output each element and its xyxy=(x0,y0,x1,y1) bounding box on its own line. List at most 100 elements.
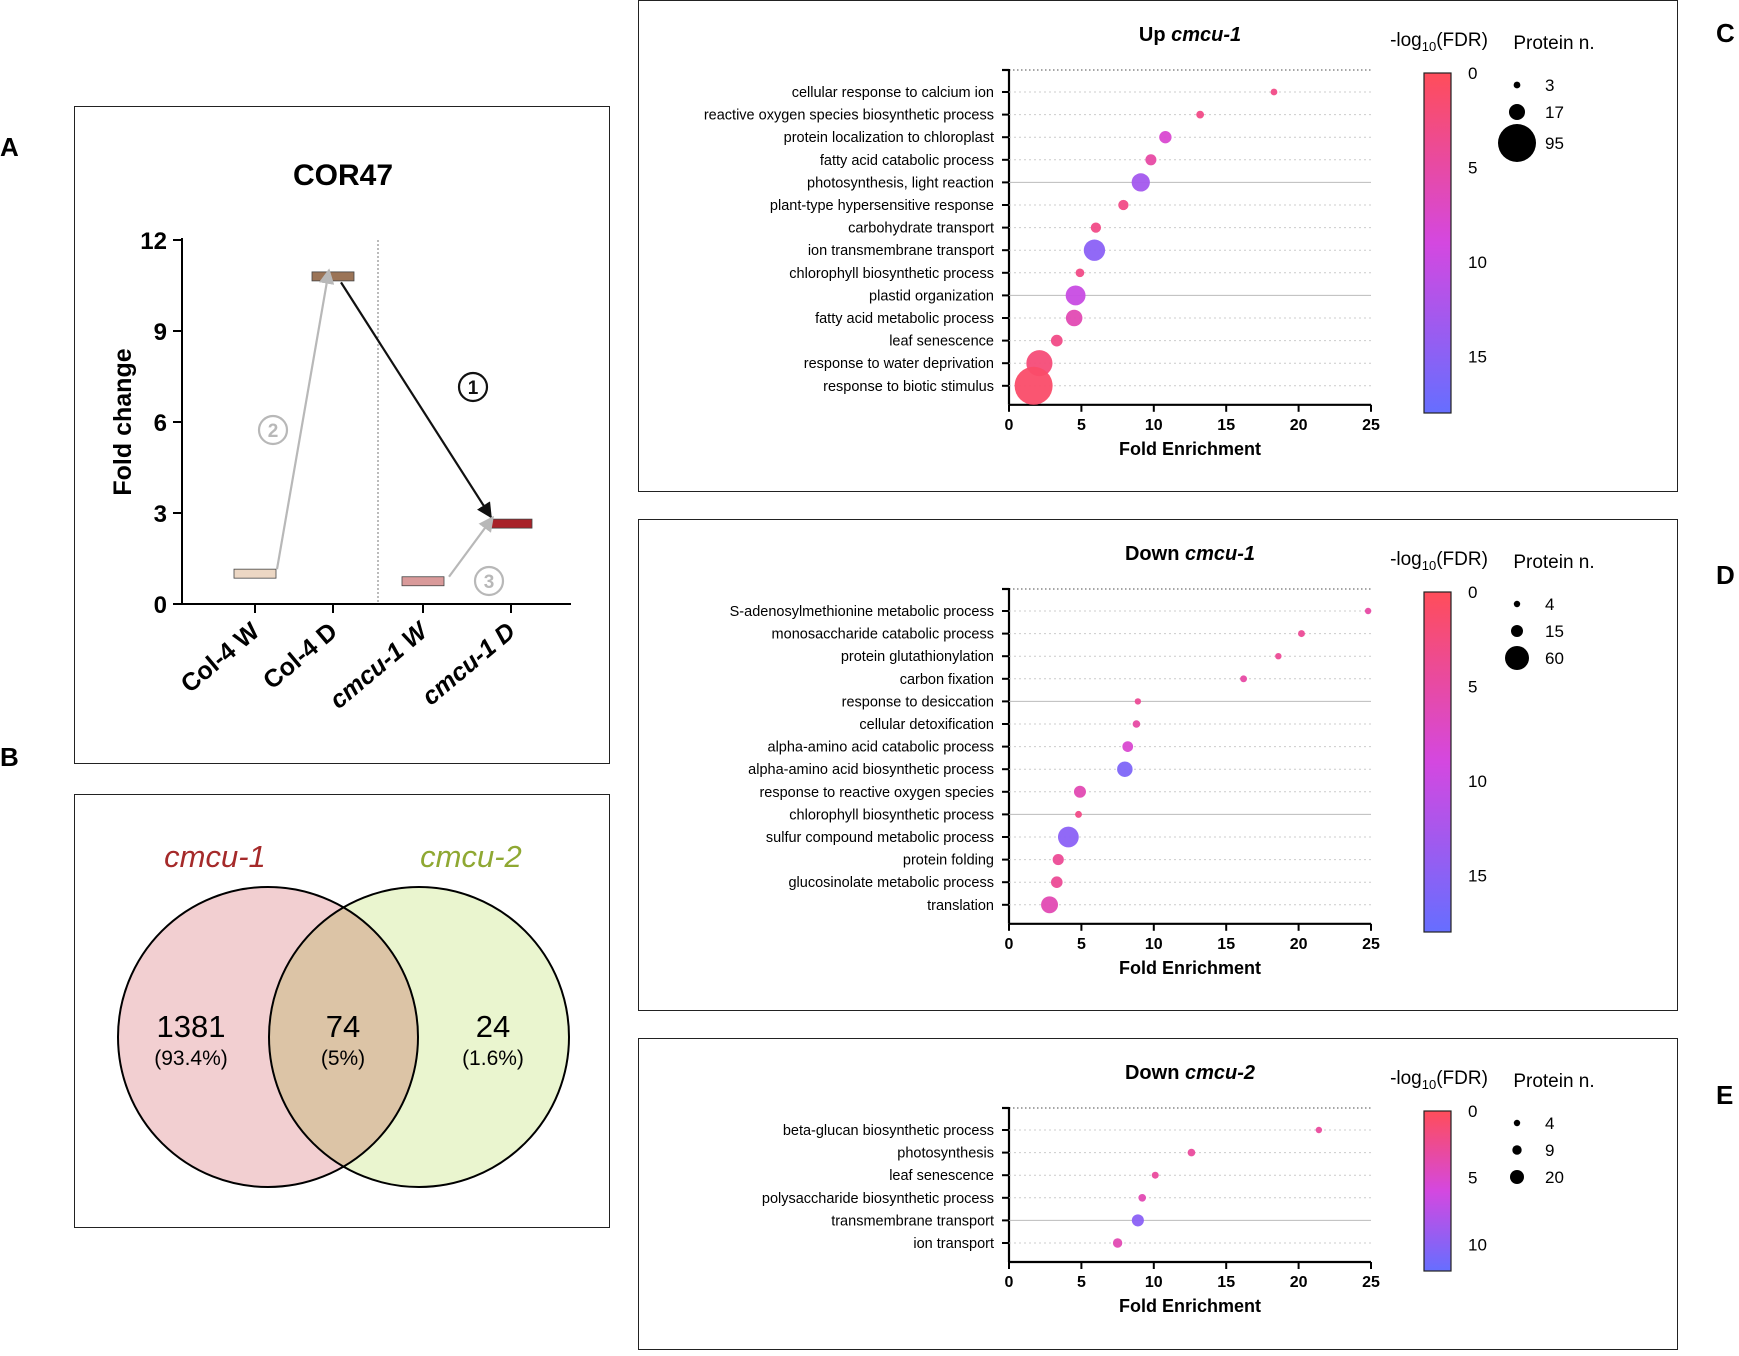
data-point xyxy=(1131,1214,1144,1227)
size-legend-label: 17 xyxy=(1545,103,1564,122)
size-legend-circle xyxy=(1505,646,1529,670)
colorbar-tick-label: 15 xyxy=(1468,866,1487,885)
x-tick-label: cmcu-1 D xyxy=(417,617,521,711)
term-label: response to biotic stimulus xyxy=(823,379,994,395)
data-point xyxy=(1052,854,1064,866)
x-tick-label: 0 xyxy=(1005,1274,1014,1291)
colorbar-title-subscript: 10 xyxy=(1422,558,1436,573)
data-point xyxy=(1364,607,1372,615)
data-point xyxy=(1075,810,1082,818)
term-label: fatty acid metabolic process xyxy=(815,311,994,327)
x-tick-label: 15 xyxy=(1217,417,1235,434)
x-tick-label: 20 xyxy=(1290,1274,1308,1291)
data-point xyxy=(1145,154,1157,166)
colorbar-tick-label: 10 xyxy=(1468,1235,1487,1254)
term-label: photosynthesis xyxy=(897,1146,994,1162)
panel-d-chart: Down cmcu-1 S-adenosylmethionine metaboli… xyxy=(730,543,1595,978)
venn-set-label: cmcu-2 xyxy=(420,839,522,874)
colorbar-title: -log10(FDR) xyxy=(1390,1068,1488,1092)
x-tick-label: 15 xyxy=(1217,936,1235,953)
colorbar-tick-label: 0 xyxy=(1468,64,1477,83)
colorbar-tick-label: 10 xyxy=(1468,772,1487,791)
term-label: ion transmembrane transport xyxy=(808,243,994,259)
x-tick-label: 25 xyxy=(1362,1274,1380,1291)
term-label: cellular response to calcium ion xyxy=(792,85,994,101)
x-tick-label: 10 xyxy=(1145,1274,1163,1291)
chart-title: Down cmcu-1 xyxy=(1125,543,1255,565)
colorbar-tick-label: 10 xyxy=(1468,253,1487,272)
term-label: response to desiccation xyxy=(842,694,994,710)
transition-arrow xyxy=(275,268,335,570)
term-label: leaf senescence xyxy=(889,1168,994,1184)
venn-region-count: 1381 xyxy=(157,1009,226,1044)
term-label: transmembrane transport xyxy=(831,1213,994,1229)
venn-region-count: 24 xyxy=(476,1009,510,1044)
mean-bar xyxy=(401,576,445,587)
panel-e-frame: Down cmcu-2 beta-glucan biosynthetic proc… xyxy=(638,1038,1678,1350)
colorbar-title-suffix: (FDR) xyxy=(1436,549,1488,570)
panel-b-venn: cmcu-1 cmcu-2 1381 (93.4%) 74 (5%) 24 (1.6%) xyxy=(117,839,570,1188)
x-tick-label: 0 xyxy=(1005,417,1014,434)
venn-region-percent: (93.4%) xyxy=(154,1047,228,1070)
colorbar-tick-label: 5 xyxy=(1468,158,1477,177)
arrow-badge-circle xyxy=(473,565,505,597)
chart-title: Up cmcu-1 xyxy=(1139,24,1241,46)
colorbar-title-suffix: (FDR) xyxy=(1436,1068,1488,1089)
data-point xyxy=(1151,1171,1159,1179)
x-tick-label: Col-4 D xyxy=(258,617,343,695)
x-tick-label: 5 xyxy=(1077,936,1086,953)
panel-letter-c: C xyxy=(1716,18,1735,48)
size-legend-circle xyxy=(1513,1119,1521,1127)
term-label: alpha-amino acid biosynthetic process xyxy=(748,762,994,778)
term-label: translation xyxy=(927,898,994,914)
colorbar-title: -log10(FDR) xyxy=(1390,30,1488,54)
colorbar-title-prefix: -log xyxy=(1390,30,1422,51)
data-point xyxy=(1112,1238,1123,1248)
size-legend-label: 20 xyxy=(1545,1168,1564,1187)
x-tick-label: 5 xyxy=(1077,417,1086,434)
term-label: monosaccharide catabolic process xyxy=(772,627,994,643)
data-point xyxy=(1122,741,1134,752)
data-point xyxy=(1065,285,1086,306)
colorbar-tick-label: 15 xyxy=(1468,347,1487,366)
term-label: protein localization to chloroplast xyxy=(784,130,994,146)
x-tick-label: 5 xyxy=(1077,1274,1086,1291)
term-label: S-adenosylmethionine metabolic process xyxy=(730,604,994,620)
chart-title-prefix: Up xyxy=(1139,24,1171,46)
size-legend-title: Protein n. xyxy=(1513,33,1594,54)
venn-set-label: cmcu-1 xyxy=(164,839,266,874)
x-axis-label: Fold Enrichment xyxy=(1119,1296,1261,1316)
data-point xyxy=(1159,131,1172,144)
panel-d-frame: Down cmcu-1 S-adenosylmethionine metaboli… xyxy=(638,519,1678,1011)
panel-letter-b: B xyxy=(0,742,19,772)
colorbar-title-prefix: -log xyxy=(1390,1068,1422,1089)
size-legend-label: 60 xyxy=(1545,649,1564,668)
size-legend-circle xyxy=(1511,625,1523,637)
data-point xyxy=(1065,309,1083,327)
term-label: glucosinolate metabolic process xyxy=(788,875,994,891)
term-label: response to water deprivation xyxy=(804,356,994,372)
colorbar-title: -log10(FDR) xyxy=(1390,549,1488,573)
term-label: carbon fixation xyxy=(900,672,994,688)
venn-intersection xyxy=(269,887,418,1187)
size-legend-label: 4 xyxy=(1545,595,1554,614)
panel-b-frame: cmcu-1 cmcu-2 1381 (93.4%) 74 (5%) 24 (1.6%) xyxy=(74,794,610,1228)
venn-region-percent: (5%) xyxy=(321,1047,365,1070)
colorbar-title-prefix: -log xyxy=(1390,549,1422,570)
term-label: plant-type hypersensitive response xyxy=(770,198,994,214)
term-label: polysaccharide biosynthetic process xyxy=(762,1191,994,1207)
arrow-badge-circle xyxy=(457,371,489,403)
data-point xyxy=(1196,110,1205,119)
term-label: sulfur compound metabolic process xyxy=(766,830,994,846)
panel-e-chart: Down cmcu-2 beta-glucan biosynthetic proc… xyxy=(762,1062,1595,1316)
colorbar-tick-label: 0 xyxy=(1468,583,1477,602)
data-point xyxy=(1041,896,1059,914)
term-label: chlorophyll biosynthetic process xyxy=(789,807,994,823)
mean-bar xyxy=(233,568,277,579)
data-point xyxy=(1131,173,1150,192)
size-legend-circle xyxy=(1513,81,1521,89)
term-label: photosynthesis, light reaction xyxy=(807,175,994,191)
term-label: leaf senescence xyxy=(889,334,994,350)
